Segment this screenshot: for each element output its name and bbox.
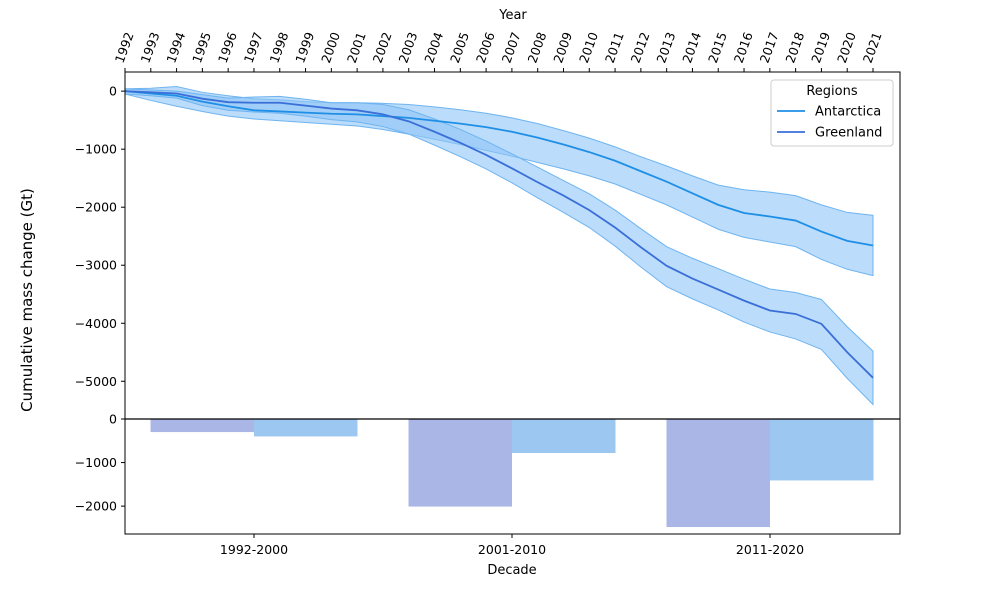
top-y-tick-label: −4000 bbox=[75, 316, 117, 331]
bottom-y-tick-label: −2000 bbox=[75, 499, 117, 514]
year-tick-label: 2021 bbox=[860, 30, 885, 65]
year-tick-label: 1996 bbox=[215, 30, 240, 65]
year-tick-label: 2018 bbox=[782, 30, 807, 65]
series-line-antarctica bbox=[124, 90, 874, 247]
year-tick-label: 2008 bbox=[524, 30, 549, 65]
year-tick-label: 2014 bbox=[679, 30, 704, 65]
uncertainty-band-antarctica bbox=[124, 86, 874, 277]
decade-tick-label: 2001-2010 bbox=[478, 542, 546, 557]
legend-box bbox=[770, 79, 894, 147]
year-tick-label: 1995 bbox=[189, 30, 214, 65]
year-tick-label: 2020 bbox=[834, 30, 859, 65]
year-tick-label: 1992 bbox=[112, 30, 137, 65]
bottom-y-tick-label: −1000 bbox=[75, 455, 117, 470]
year-tick-label: 2019 bbox=[808, 30, 833, 65]
legend: Regions Antarctica Greenland bbox=[770, 79, 894, 147]
legend-label-greenland: Greenland bbox=[815, 126, 882, 141]
decade-bar bbox=[150, 419, 254, 433]
year-tick-label: 1993 bbox=[138, 30, 163, 65]
year-tick-label: 2007 bbox=[499, 30, 524, 65]
bottom-panel: 0 −1000 −2000 1992-2000 2001-2010 2011-2020 bbox=[75, 412, 901, 557]
year-tick-label: 2002 bbox=[370, 30, 395, 65]
year-tick-label: 2013 bbox=[653, 30, 678, 65]
legend-label-antarctica: Antarctica bbox=[815, 105, 881, 120]
decade-bar bbox=[408, 419, 512, 507]
year-tick-label: 2015 bbox=[705, 30, 730, 65]
decade-bar bbox=[512, 419, 616, 453]
year-tick-label: 2011 bbox=[602, 30, 627, 65]
decade-tick-label: 2011-2020 bbox=[736, 542, 804, 557]
legend-title: Regions bbox=[806, 84, 858, 99]
uncertainty-band-greenland bbox=[124, 88, 874, 406]
decade-bar bbox=[666, 419, 770, 528]
top-y-tick-label: −5000 bbox=[75, 374, 117, 389]
top-y-tick-label: −1000 bbox=[75, 142, 117, 157]
top-y-tick-label: −2000 bbox=[75, 200, 117, 215]
year-tick-label: 2006 bbox=[473, 30, 498, 65]
year-tick-label: 2009 bbox=[550, 30, 575, 65]
year-tick-label: 1999 bbox=[292, 30, 317, 65]
bottom-y-tick-label: 0 bbox=[109, 412, 117, 427]
series-line-greenland bbox=[124, 90, 874, 379]
year-tick-label: 2017 bbox=[757, 30, 782, 65]
year-tick-label: 1998 bbox=[266, 30, 291, 65]
bottom-axis-title: Decade bbox=[487, 563, 536, 578]
year-tick-label: 2000 bbox=[318, 30, 343, 65]
decade-bar bbox=[254, 419, 358, 437]
year-tick-label: 1994 bbox=[163, 30, 188, 65]
year-tick-label: 2005 bbox=[447, 30, 472, 65]
y-axis-title: Cumulative mass change (Gt) bbox=[18, 188, 36, 412]
year-tick-label: 2012 bbox=[628, 30, 653, 65]
top-y-tick-label: −3000 bbox=[75, 258, 117, 273]
year-tick-label: 1997 bbox=[241, 30, 266, 65]
decade-bar bbox=[770, 419, 874, 481]
year-tick-label: 2004 bbox=[421, 30, 446, 65]
top-y-tick-label: 0 bbox=[109, 84, 117, 99]
top-axis-title: Year bbox=[498, 8, 527, 23]
year-tick-label: 2010 bbox=[576, 30, 601, 65]
year-tick-label: 2016 bbox=[731, 30, 756, 65]
year-tick-label: 2003 bbox=[395, 30, 420, 65]
year-tick-label: 2001 bbox=[344, 30, 369, 65]
decade-tick-label: 1992-2000 bbox=[220, 542, 288, 557]
